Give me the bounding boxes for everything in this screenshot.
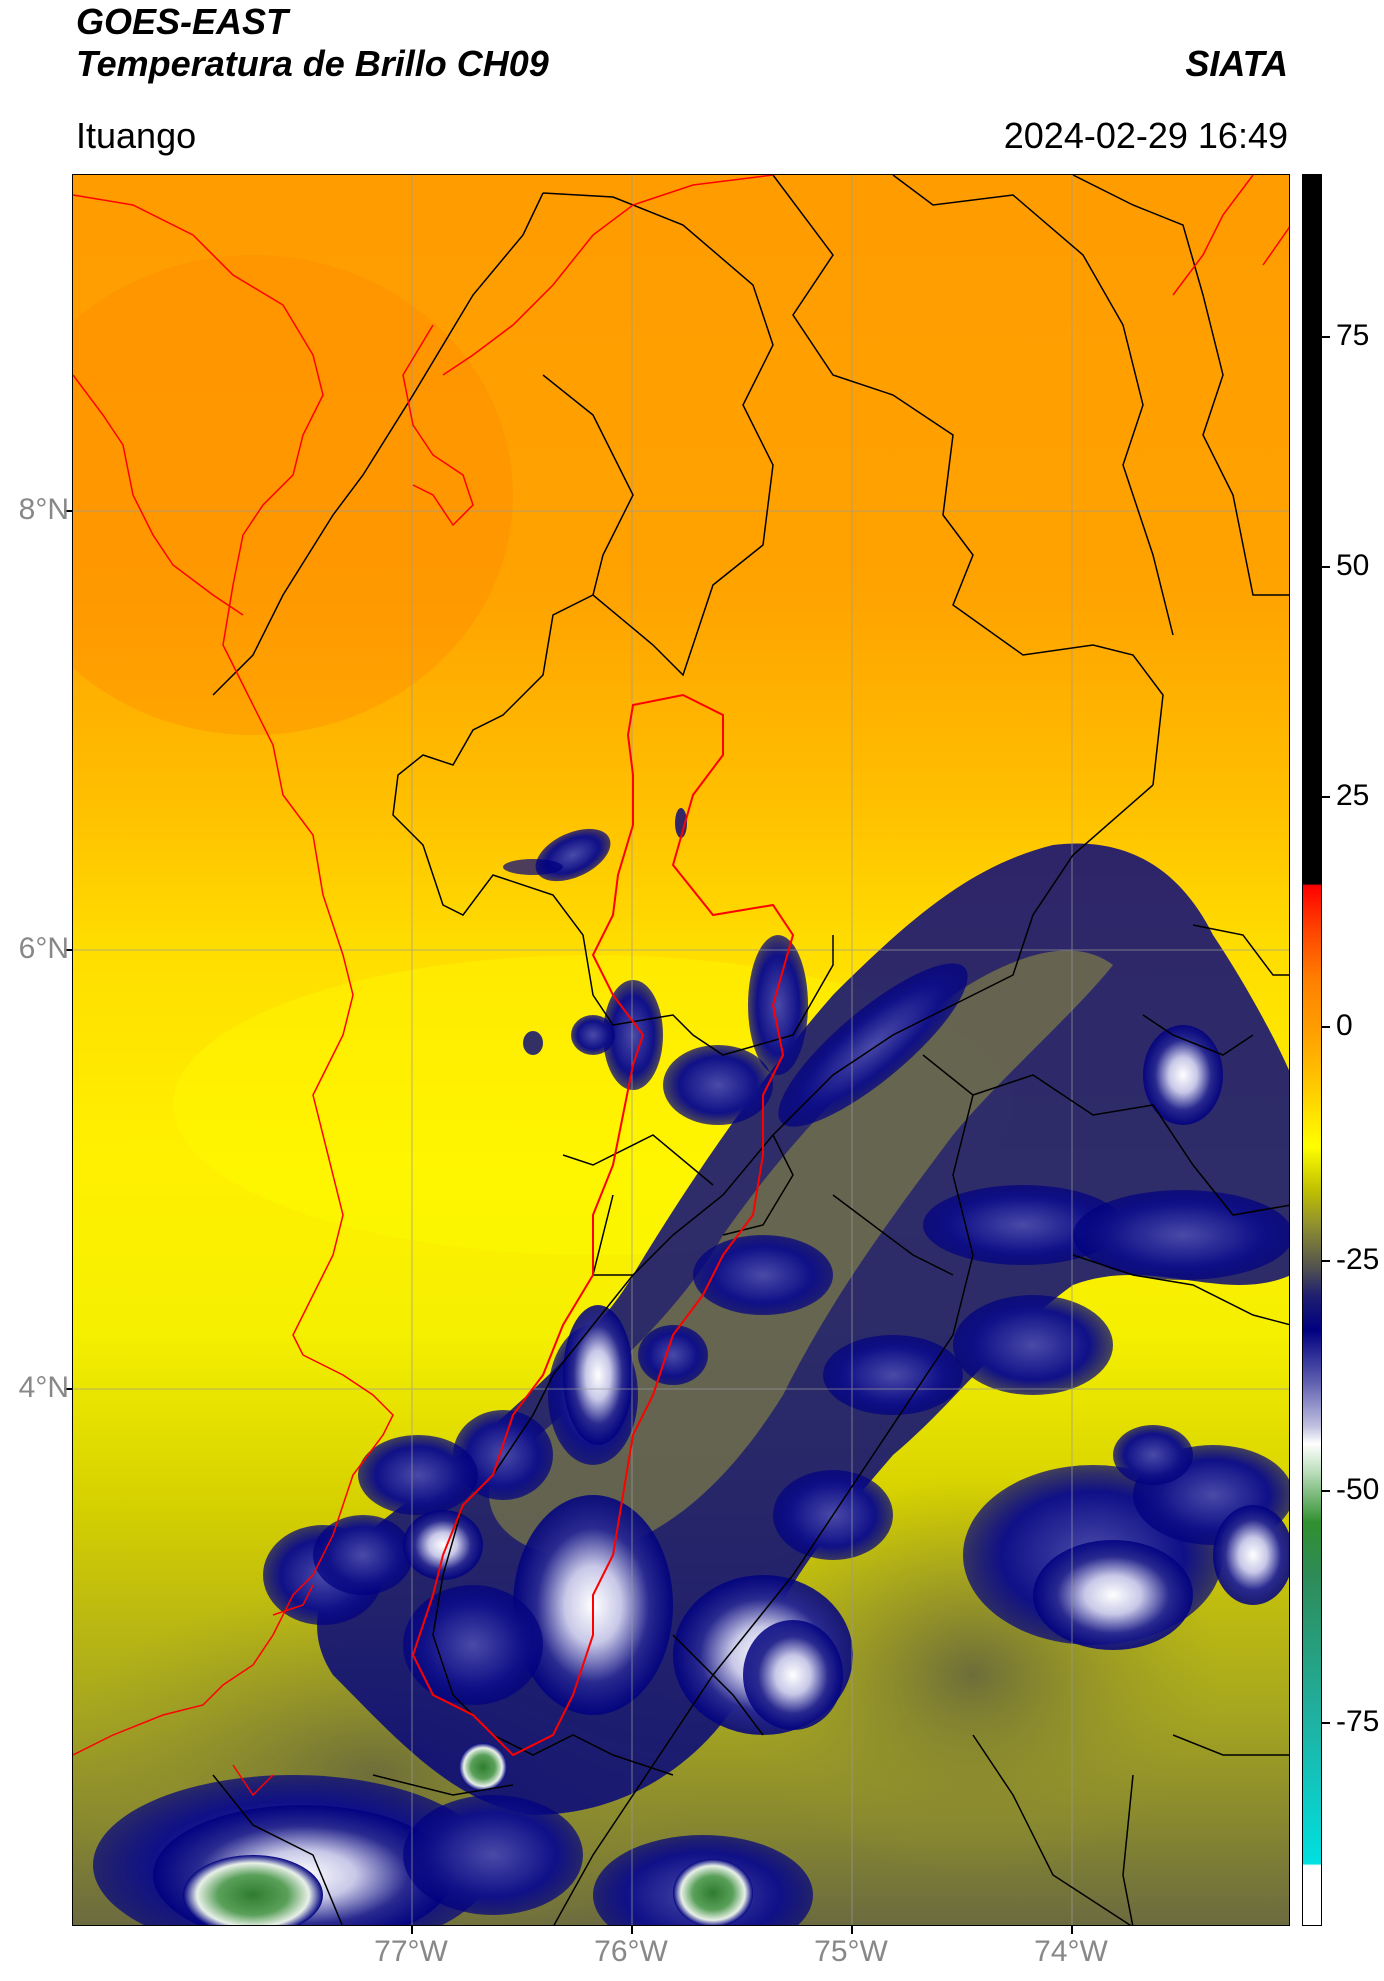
lat-tick bbox=[64, 949, 72, 951]
colorbar-tick bbox=[1322, 1260, 1330, 1262]
lon-tick bbox=[851, 1926, 853, 1934]
lat-tick bbox=[64, 510, 72, 512]
highlight-region-border bbox=[411, 693, 795, 1757]
lat-tick bbox=[64, 1388, 72, 1390]
cloud-band bbox=[263, 843, 1289, 1815]
coastline bbox=[73, 175, 1289, 1797]
satellite-map bbox=[72, 174, 1290, 1926]
colorbar-label: 50 bbox=[1336, 549, 1370, 582]
map-gridlines bbox=[73, 175, 1289, 1925]
product-title: GOES-EAST bbox=[76, 1, 289, 42]
datetime-label: 2024-02-29 16:49 bbox=[1003, 115, 1288, 156]
colorbar-label: -25 bbox=[1336, 1243, 1380, 1276]
colorbar-tick bbox=[1322, 796, 1330, 798]
colorbar-tick bbox=[1322, 1490, 1330, 1492]
colorbar-label: 25 bbox=[1336, 779, 1370, 812]
colorbar-label: 75 bbox=[1336, 319, 1370, 352]
lat-label-6n: 6°N bbox=[18, 932, 69, 965]
lon-tick bbox=[631, 1926, 633, 1934]
lon-label-74w: 74°W bbox=[1034, 1935, 1108, 1968]
lat-label-4n: 4°N bbox=[18, 1371, 69, 1404]
colorbar-label: -50 bbox=[1336, 1473, 1380, 1506]
lon-tick bbox=[1071, 1926, 1073, 1934]
location-label: Ituango bbox=[76, 115, 197, 156]
colorbar-tick bbox=[1322, 1722, 1330, 1724]
lon-tick bbox=[411, 1926, 413, 1934]
lat-label-8n: 8°N bbox=[18, 493, 69, 526]
colorbar-label: -75 bbox=[1336, 1705, 1380, 1738]
map-canvas bbox=[73, 175, 1289, 1925]
organization-label: SIATA bbox=[1185, 43, 1288, 84]
colorbar-label: 0 bbox=[1336, 1009, 1353, 1042]
cold-cloud-top bbox=[183, 1855, 323, 1925]
lon-label-76w: 76°W bbox=[594, 1935, 668, 1968]
department-borders bbox=[212, 175, 1289, 1925]
product-subtitle: Temperatura de Brillo CH09 bbox=[76, 43, 549, 84]
lon-label-75w: 75°W bbox=[814, 1935, 888, 1968]
lon-label-77w: 77°W bbox=[374, 1935, 448, 1968]
cold-cloud-top bbox=[673, 1859, 753, 1925]
colorbar-tick bbox=[1322, 566, 1330, 568]
colorbar-tick bbox=[1322, 336, 1330, 338]
colorbar-tick bbox=[1322, 1026, 1330, 1028]
cold-cloud-top bbox=[459, 1743, 507, 1791]
temperature-colorbar bbox=[1302, 174, 1322, 1926]
